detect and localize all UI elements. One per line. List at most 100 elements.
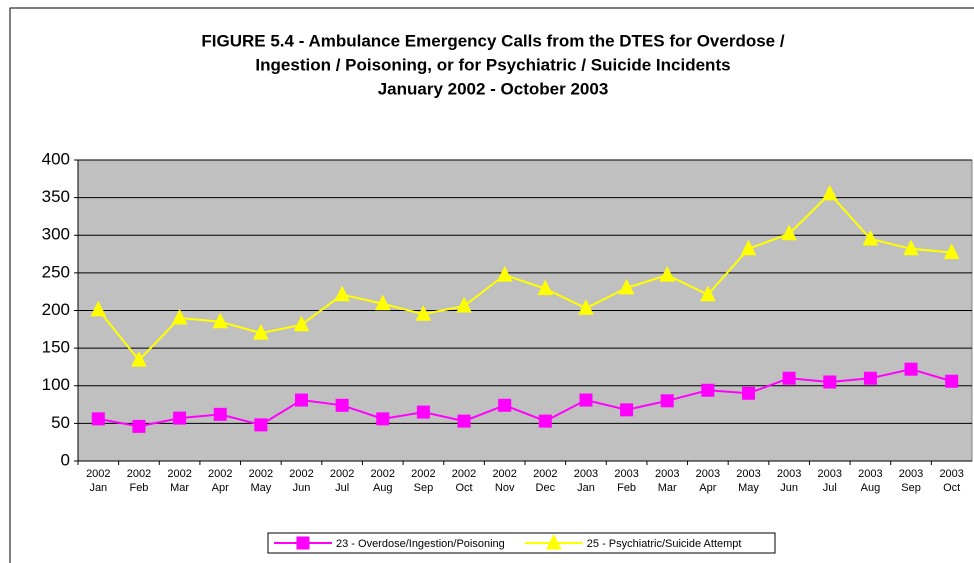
x-tick-label: Jul [823,482,837,494]
x-tick-label: 2003 [736,468,760,480]
x-tick-label: 2003 [655,468,679,480]
series-line [98,368,952,428]
x-tick-label: Sep [414,482,434,494]
marker [376,412,390,426]
x-tick-label: 2003 [574,468,598,480]
x-tick-label: Jun [293,482,311,494]
x-tick-label: 2002 [86,468,110,480]
x-tick-label: May [738,482,759,494]
marker [296,536,310,550]
x-tick-label: Oct [943,482,960,494]
marker [659,266,676,282]
x-tick-label: 2002 [127,468,151,480]
y-tick-label: 350 [42,187,70,206]
marker [781,224,797,241]
marker [171,308,188,325]
marker [545,533,562,550]
marker [782,371,796,385]
x-tick-label: May [250,482,271,494]
x-tick-label: 2002 [492,468,516,480]
marker [131,351,147,367]
chart-title: January 2002 - October 2003 [378,79,609,98]
x-tick-label: Sep [901,482,921,494]
marker [335,398,349,412]
marker [253,323,269,340]
marker [943,243,960,260]
x-tick-label: Apr [699,482,716,494]
marker [903,239,919,256]
x-tick-label: Jan [89,482,107,494]
x-tick-label: 2003 [777,468,801,480]
marker [700,285,716,302]
chart-frame [9,7,974,563]
marker [538,414,552,428]
marker [578,299,594,315]
marker [374,294,391,311]
marker [498,398,512,412]
y-tick-label: 100 [42,375,70,394]
marker [416,405,430,419]
marker [212,312,229,329]
legend-label: 25 - Psychiatric/Suicide Attempt [587,538,742,550]
marker [91,412,105,426]
x-tick-label: 2003 [696,468,720,480]
marker [132,419,146,433]
marker [537,279,554,296]
legend [267,532,776,554]
marker [862,229,879,246]
x-tick-label: 2002 [452,468,476,480]
y-tick-label: 200 [42,300,70,319]
x-tick-label: Feb [129,482,148,494]
marker [620,403,634,417]
x-tick-label: 2002 [208,468,232,480]
chart-title: Ingestion / Poisoning, or for Psychiatri… [255,55,730,74]
y-tick-label: 150 [42,338,70,357]
legend-label: 23 - Overdose/Ingestion/Poisoning [336,538,505,550]
marker [904,362,918,376]
marker [742,386,755,400]
marker [456,296,472,313]
marker [173,411,187,425]
marker [618,278,635,295]
marker [213,407,227,421]
marker [579,393,593,407]
x-tick-label: Dec [536,482,556,494]
x-tick-label: 2003 [939,468,963,480]
x-tick-label: 2002 [289,468,313,480]
y-tick-label: 0 [61,450,70,469]
marker [823,375,837,389]
x-tick-label: Feb [617,482,636,494]
marker [945,374,959,388]
x-tick-label: Jul [335,482,349,494]
x-tick-label: 2003 [858,468,882,480]
series-line [97,192,952,362]
marker [254,418,268,432]
marker [701,383,715,397]
marker [457,414,471,428]
x-tick-label: Aug [861,482,881,494]
x-tick-label: 2003 [899,468,923,480]
marker [415,305,432,321]
x-tick-label: Oct [455,482,472,494]
x-tick-label: 2002 [167,468,191,480]
y-tick-label: 300 [42,225,70,244]
x-tick-label: Apr [212,482,229,494]
marker [740,239,757,256]
marker [293,315,310,332]
x-tick-label: Nov [495,482,515,494]
x-tick-label: 2003 [818,468,842,480]
marker [660,394,674,408]
marker [90,300,107,317]
x-tick-label: 2003 [614,468,638,480]
chart-title: FIGURE 5.4 - Ambulance Emergency Calls f… [201,31,784,50]
marker [821,184,838,201]
marker [295,393,308,407]
x-tick-label: Aug [373,482,393,494]
y-tick-label: 250 [42,262,70,281]
y-tick-label: 400 [42,149,70,168]
marker [863,371,877,385]
x-tick-label: 2002 [371,468,395,480]
x-tick-label: Mar [170,482,189,494]
x-tick-label: 2002 [533,468,557,480]
